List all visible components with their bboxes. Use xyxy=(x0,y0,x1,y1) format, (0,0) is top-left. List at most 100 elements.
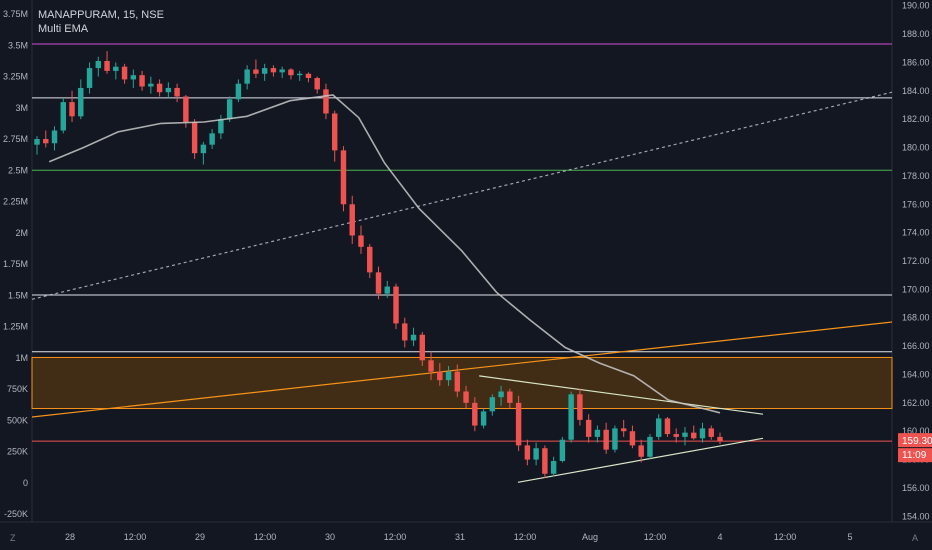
candle xyxy=(121,63,128,84)
candle xyxy=(148,76,154,94)
candle-body xyxy=(69,102,75,117)
volume-tick-label: 2.75M xyxy=(3,134,28,144)
candle-body xyxy=(594,429,601,437)
time-tick-label: 29 xyxy=(195,532,205,542)
candle xyxy=(480,408,487,429)
price-tick-label: 156.00 xyxy=(902,483,930,493)
countdown-label: 11:09 xyxy=(902,450,927,461)
candle xyxy=(445,365,452,386)
price-tick-label: 168.00 xyxy=(902,313,930,323)
candle-body xyxy=(183,96,189,122)
candle xyxy=(60,97,66,134)
candle xyxy=(673,428,679,443)
volume-tick-label: 3.5M xyxy=(8,40,28,50)
candle-body xyxy=(279,69,285,73)
candle xyxy=(340,146,347,212)
volume-tick-label: 1.25M xyxy=(3,322,28,332)
price-tick-label: 186.00 xyxy=(902,57,930,67)
candle-body xyxy=(358,235,364,247)
volume-tick-label: 500K xyxy=(7,415,28,425)
candle-body xyxy=(620,428,627,432)
candle xyxy=(253,59,259,79)
time-tick-label: 12:00 xyxy=(774,532,797,542)
price-tick-label: 190.00 xyxy=(902,1,930,11)
supply-zone xyxy=(31,356,893,410)
candle-body xyxy=(349,204,355,236)
candle-body xyxy=(533,448,539,460)
auto-scale-button[interactable]: A xyxy=(912,533,919,543)
candle xyxy=(165,82,172,98)
candle xyxy=(332,110,338,162)
candle-body xyxy=(402,323,408,341)
time-tick-label: 4 xyxy=(717,532,722,542)
candle xyxy=(620,419,627,437)
candle xyxy=(603,422,609,454)
candle xyxy=(629,425,636,449)
candle xyxy=(375,266,382,300)
candle xyxy=(235,79,242,103)
candle-body xyxy=(577,394,583,420)
candle-body xyxy=(682,432,688,437)
candle xyxy=(78,79,84,120)
candle-body xyxy=(156,83,163,93)
candle xyxy=(559,436,566,463)
time-tick-label: 12:00 xyxy=(384,532,407,542)
symbol-title[interactable]: MANAPPURAM, 15, NSE xyxy=(38,9,164,21)
candle-body xyxy=(305,73,312,79)
candle xyxy=(533,442,539,466)
candle xyxy=(209,129,215,149)
candle xyxy=(191,119,198,159)
candle-body xyxy=(550,461,557,474)
candle xyxy=(174,83,180,103)
volume-tick-label: 3.75M xyxy=(3,9,28,19)
candle-body xyxy=(498,391,504,398)
candle-body xyxy=(191,121,198,154)
candle xyxy=(226,96,233,122)
candle-body xyxy=(384,286,390,294)
volume-tick-label: 2.25M xyxy=(3,197,28,207)
candle xyxy=(95,56,102,77)
price-tick-label: 170.00 xyxy=(902,284,930,294)
candle xyxy=(367,243,373,279)
candle xyxy=(156,79,163,97)
candle xyxy=(691,425,697,440)
candle-body xyxy=(647,436,653,457)
candle-body xyxy=(139,75,145,87)
candle-body xyxy=(428,360,434,372)
candle-body xyxy=(288,69,294,76)
candle-body xyxy=(51,130,58,144)
candle-body xyxy=(489,397,496,412)
candle xyxy=(43,130,49,148)
candle-body xyxy=(673,434,679,437)
candle xyxy=(463,385,469,409)
candle xyxy=(638,439,644,463)
volume-tick-label: 2M xyxy=(15,228,28,238)
candle-body xyxy=(410,334,417,341)
price-tick-label: 164.00 xyxy=(902,369,930,379)
candle xyxy=(498,385,504,406)
candle-body xyxy=(664,418,671,435)
timezone-button[interactable]: Z xyxy=(10,533,16,543)
trendline xyxy=(31,321,893,418)
volume-tick-label: 750K xyxy=(7,384,28,394)
candle-body xyxy=(612,428,618,450)
candle xyxy=(577,388,583,426)
indicator-label[interactable]: Multi EMA xyxy=(38,23,89,35)
candle-body xyxy=(226,99,233,120)
chart-header: MANAPPURAM, 15, NSE Multi EMA xyxy=(38,8,164,36)
volume-tick-label: 3M xyxy=(15,103,28,113)
candle-body xyxy=(314,78,320,90)
time-tick-label: 12:00 xyxy=(514,532,537,542)
candle xyxy=(612,425,618,453)
candle-body xyxy=(480,411,487,426)
last-price-badge xyxy=(898,433,932,448)
price-tick-label: 182.00 xyxy=(902,114,930,124)
candle-body xyxy=(603,429,609,450)
candle xyxy=(437,363,443,386)
candle xyxy=(568,391,574,443)
candle xyxy=(410,327,417,347)
candle-body xyxy=(437,371,443,381)
candle xyxy=(69,90,75,122)
